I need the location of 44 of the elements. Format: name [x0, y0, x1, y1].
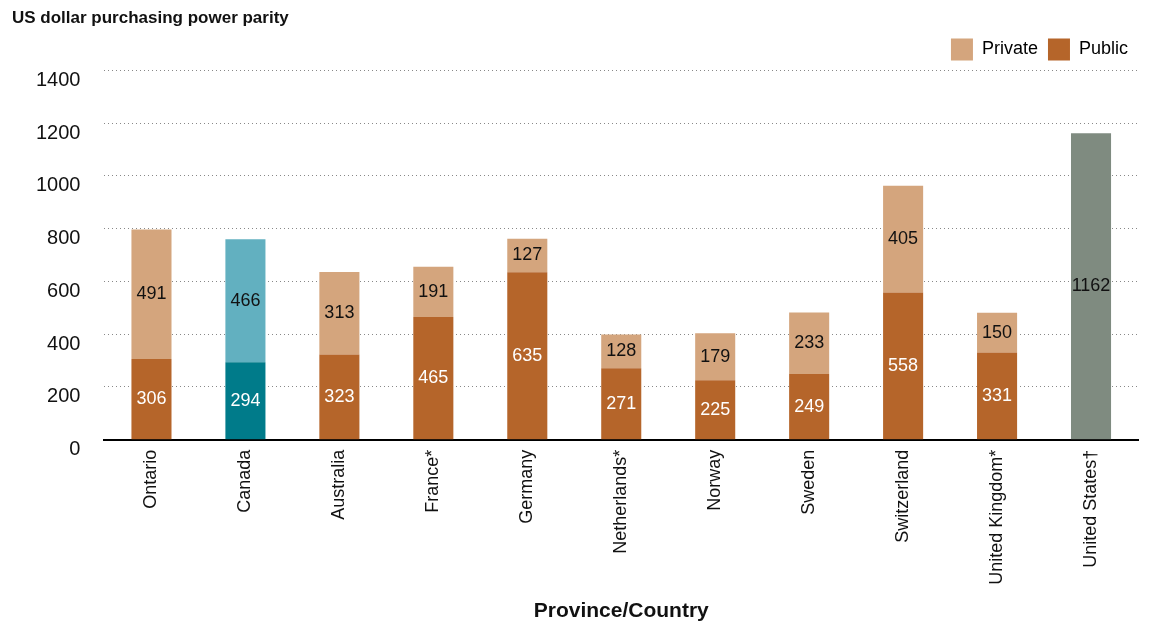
data-label: 179 — [700, 345, 731, 366]
data-label: 323 — [324, 385, 355, 406]
data-label: 635 — [512, 344, 543, 365]
x-tick-label: United States† — [1079, 449, 1100, 568]
chart-title: US dollar purchasing power parity — [12, 7, 290, 27]
data-label: 294 — [230, 389, 261, 410]
data-label: 225 — [700, 398, 731, 419]
data-label: 331 — [982, 384, 1013, 405]
y-tick-label: 400 — [47, 331, 81, 354]
data-label: 306 — [136, 388, 167, 409]
data-label: 491 — [136, 283, 167, 304]
x-tick-label: Germany — [516, 449, 537, 524]
x-axis-title: Province/Country — [533, 598, 710, 622]
x-tick-label: United Kingdom* — [986, 449, 1007, 585]
data-label: 313 — [324, 302, 355, 323]
data-label: 271 — [606, 392, 637, 413]
data-label: 1162 — [1071, 275, 1111, 296]
data-label: 466 — [230, 289, 261, 310]
x-tick-label: Switzerland — [892, 449, 913, 543]
y-tick-label: 1200 — [35, 120, 81, 143]
x-tick-label: Netherlands* — [610, 449, 631, 554]
y-tick-label: 1400 — [35, 67, 81, 90]
y-tick-label: 800 — [47, 226, 81, 249]
x-tick-label: France* — [422, 449, 443, 513]
y-tick-label: 600 — [47, 278, 81, 301]
x-tick-label: Australia — [328, 448, 349, 520]
y-tick-label: 1000 — [35, 173, 81, 196]
data-label: 233 — [794, 332, 825, 353]
y-tick-label: 200 — [47, 384, 81, 407]
x-tick-label: Canada — [234, 448, 255, 513]
data-label: 558 — [888, 354, 919, 375]
legend-label: Public — [1078, 38, 1129, 59]
x-tick-label: Sweden — [798, 449, 819, 515]
data-label: 150 — [982, 321, 1013, 342]
data-label: 465 — [418, 367, 449, 388]
data-label: 405 — [888, 228, 919, 249]
data-label: 128 — [606, 340, 637, 361]
x-tick-label: Norway — [704, 449, 725, 511]
x-tick-label: Ontario — [140, 449, 161, 509]
y-tick-label: 0 — [69, 437, 81, 460]
data-label: 249 — [794, 395, 825, 416]
data-label: 127 — [512, 244, 543, 265]
legend-label: Private — [981, 38, 1038, 59]
data-label: 191 — [418, 280, 449, 301]
